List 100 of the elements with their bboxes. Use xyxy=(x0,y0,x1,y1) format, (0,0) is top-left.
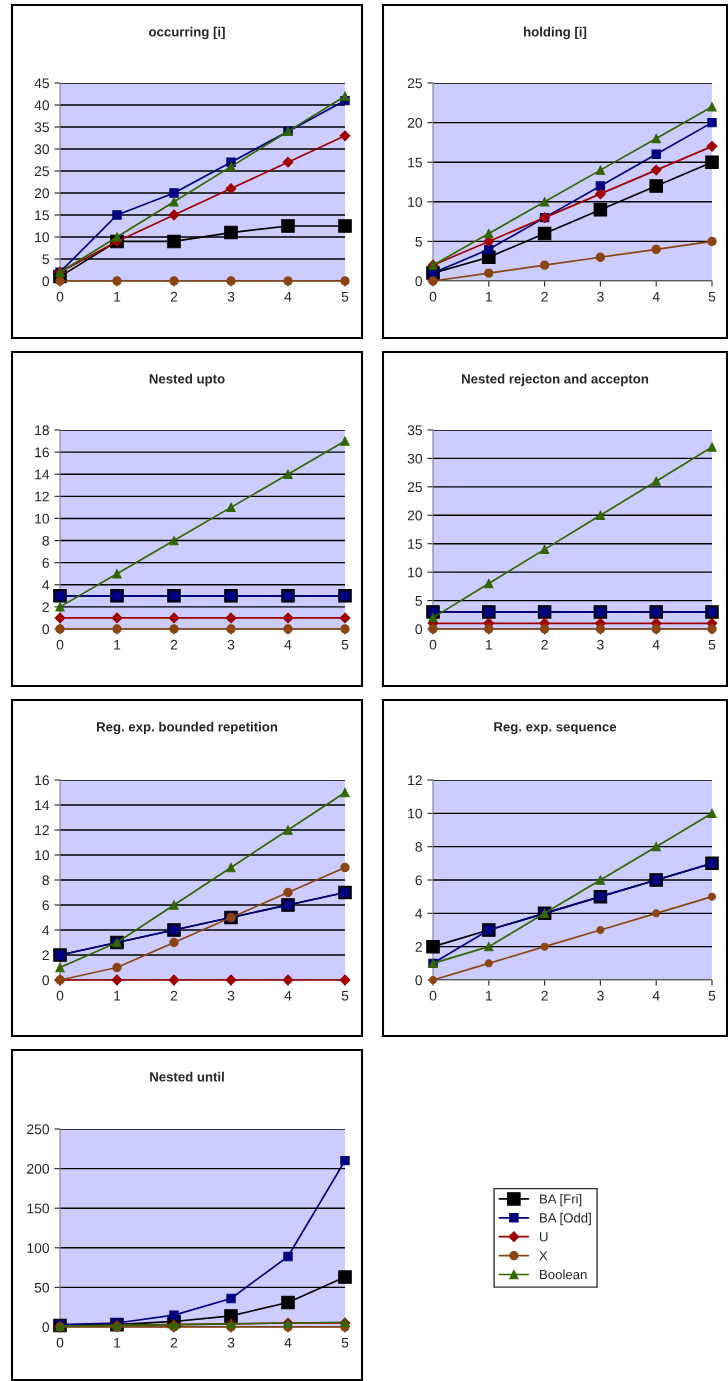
x-tick-label: 1 xyxy=(114,291,121,302)
x-tick-label: 5 xyxy=(708,639,716,650)
x-tick-label: 5 xyxy=(708,291,716,302)
chart-title: Nested rejecton and accepton xyxy=(462,373,649,387)
x-tick-label: 2 xyxy=(170,990,178,1001)
x-tick-label: 2 xyxy=(541,291,548,302)
legend-label: Boolean xyxy=(540,1269,587,1280)
x-tick-label: 0 xyxy=(56,1337,64,1348)
y-tick-label: 200 xyxy=(27,1163,50,1174)
x-tick-label: 5 xyxy=(341,291,349,302)
y-tick-label: 20 xyxy=(34,188,50,199)
y-tick-label: 10 xyxy=(35,513,50,524)
x-tick-label: 2 xyxy=(541,990,548,1001)
y-tick-label: 8 xyxy=(415,842,422,852)
x-tick-label: 5 xyxy=(708,990,716,1001)
y-tick-label: 30 xyxy=(34,144,50,155)
x-tick-label: 0 xyxy=(429,990,437,1001)
x-tick-label: 3 xyxy=(597,990,604,1001)
y-tick-label: 0 xyxy=(42,975,50,986)
x-tick-label: 4 xyxy=(284,1337,292,1348)
chart-title: Reg. exp. bounded repetition xyxy=(96,721,278,735)
x-tick-label: 0 xyxy=(429,639,437,650)
x-tick-label: 5 xyxy=(341,1337,349,1348)
y-tick-label: 0 xyxy=(42,276,50,287)
x-tick-label: 0 xyxy=(56,639,64,650)
x-tick-label: 1 xyxy=(114,1337,121,1348)
x-tick-label: 1 xyxy=(486,990,492,1001)
y-tick-label: 45 xyxy=(34,78,49,89)
x-tick-label: 3 xyxy=(227,1337,235,1348)
y-tick-label: 12 xyxy=(35,491,49,502)
y-tick-label: 25 xyxy=(407,78,422,89)
x-tick-label: 5 xyxy=(341,639,349,650)
legend-label: U xyxy=(539,1232,548,1242)
y-tick-label: 0 xyxy=(415,276,423,287)
y-tick-label: 14 xyxy=(35,800,50,811)
y-tick-label: 0 xyxy=(42,1322,50,1333)
x-tick-label: 1 xyxy=(114,990,121,1001)
y-tick-label: 8 xyxy=(42,875,49,886)
x-tick-label: 2 xyxy=(170,1337,178,1348)
y-tick-label: 100 xyxy=(27,1243,50,1253)
y-tick-label: 50 xyxy=(34,1282,50,1293)
y-tick-label: 16 xyxy=(35,447,49,458)
y-tick-label: 15 xyxy=(35,210,49,221)
x-tick-label: 4 xyxy=(652,639,660,650)
y-tick-label: 2 xyxy=(415,942,422,952)
y-tick-label: 25 xyxy=(407,482,422,493)
y-tick-label: 40 xyxy=(34,100,50,111)
y-tick-label: 5 xyxy=(42,254,49,265)
y-tick-label: 20 xyxy=(407,510,423,521)
x-tick-label: 2 xyxy=(170,291,178,302)
x-tick-label: 4 xyxy=(284,291,292,302)
legend-label: X xyxy=(539,1251,548,1261)
y-tick-label: 30 xyxy=(407,453,423,464)
x-tick-label: 5 xyxy=(341,990,349,1001)
y-tick-label: 35 xyxy=(34,122,49,133)
y-tick-label: 12 xyxy=(35,825,49,836)
y-tick-label: 20 xyxy=(407,117,423,128)
y-tick-label: 150 xyxy=(27,1203,50,1214)
x-tick-label: 2 xyxy=(541,639,548,650)
y-tick-label: 8 xyxy=(42,535,49,546)
x-tick-label: 3 xyxy=(597,639,604,650)
x-tick-label: 1 xyxy=(486,639,492,650)
y-tick-label: 16 xyxy=(35,775,49,786)
x-tick-label: 4 xyxy=(652,990,660,1001)
y-tick-label: 5 xyxy=(415,596,422,606)
y-tick-label: 0 xyxy=(415,624,423,635)
y-tick-label: 6 xyxy=(42,900,49,911)
y-tick-label: 5 xyxy=(415,236,422,247)
x-tick-label: 4 xyxy=(652,291,660,302)
y-tick-label: 0 xyxy=(42,624,50,635)
y-tick-label: 15 xyxy=(408,539,422,549)
x-tick-label: 4 xyxy=(284,639,292,650)
y-tick-label: 12 xyxy=(408,775,422,786)
y-tick-label: 4 xyxy=(42,580,50,590)
y-tick-label: 10 xyxy=(35,232,50,243)
y-tick-label: 2 xyxy=(42,950,49,961)
y-tick-label: 4 xyxy=(42,925,50,936)
y-tick-label: 6 xyxy=(42,558,49,568)
y-tick-label: 25 xyxy=(34,166,49,177)
y-tick-label: 250 xyxy=(27,1124,50,1135)
y-tick-label: 15 xyxy=(408,157,422,168)
chart-title: Reg. exp. sequence xyxy=(494,722,617,735)
x-tick-label: 0 xyxy=(56,990,64,1001)
x-tick-label: 0 xyxy=(429,291,437,302)
x-tick-label: 1 xyxy=(486,291,492,302)
x-tick-label: 3 xyxy=(227,990,235,1001)
y-tick-label: 35 xyxy=(407,425,422,436)
y-tick-label: 14 xyxy=(35,469,50,480)
y-tick-label: 2 xyxy=(42,602,49,612)
y-tick-label: 10 xyxy=(408,197,423,207)
y-tick-label: 6 xyxy=(415,875,422,886)
y-tick-label: 4 xyxy=(415,908,423,919)
legend-label: BA [Odd] xyxy=(540,1212,591,1226)
x-tick-label: 1 xyxy=(114,639,121,650)
x-tick-label: 0 xyxy=(56,291,64,302)
chart-title: Nested until xyxy=(150,1071,224,1082)
y-tick-label: 18 xyxy=(35,425,49,436)
x-tick-label: 3 xyxy=(227,291,235,302)
y-tick-label: 10 xyxy=(408,567,423,578)
y-tick-label: 10 xyxy=(35,850,50,861)
